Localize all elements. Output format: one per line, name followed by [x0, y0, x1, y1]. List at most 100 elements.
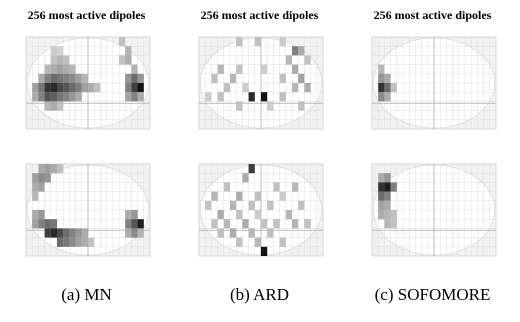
bottom-view-map — [0, 160, 173, 260]
dipole-cell — [131, 228, 138, 238]
dipole-cell — [242, 219, 249, 229]
dipole-map-svg — [25, 36, 151, 130]
dipole-cell — [384, 173, 391, 183]
dipole-cell — [69, 92, 76, 102]
dipole-cell — [81, 237, 88, 247]
dipole-cell — [285, 210, 292, 220]
top-view-map — [0, 33, 173, 133]
dipole-cell — [378, 210, 385, 220]
dipole-cell — [63, 83, 70, 93]
dipole-cell — [50, 101, 57, 111]
dipole-cell — [242, 83, 249, 93]
dipole-cell — [81, 83, 88, 93]
dipole-cell — [32, 191, 39, 201]
dipole-cell — [242, 173, 249, 183]
dipole-cell — [32, 219, 39, 229]
dipole-cell — [57, 228, 64, 238]
dipole-cell — [205, 92, 212, 102]
dipole-cell — [236, 37, 243, 47]
dipole-cell — [248, 92, 255, 102]
dipole-cell — [267, 228, 274, 238]
dipole-cell — [254, 37, 261, 47]
dipole-map-svg — [198, 163, 324, 257]
dipole-cell — [384, 191, 391, 201]
dipole-cell — [236, 64, 243, 74]
dipole-cell — [211, 219, 218, 229]
dipole-cell — [125, 55, 132, 65]
dipole-cell — [236, 210, 243, 220]
dipole-cell — [50, 55, 57, 65]
dipole-cell — [390, 219, 397, 229]
dipole-cell — [69, 237, 76, 247]
dipole-cell — [279, 73, 286, 83]
dipole-cell — [44, 92, 51, 102]
dipole-cell — [211, 191, 218, 201]
dipole-cell — [32, 92, 39, 102]
dipole-cell — [38, 73, 45, 83]
dipole-cell — [236, 101, 243, 111]
dipole-cell — [69, 73, 76, 83]
panel-caption: (b) ARD — [229, 285, 290, 304]
dipole-cell — [211, 73, 218, 83]
dipole-cell — [261, 64, 268, 74]
dipole-cell — [44, 83, 51, 93]
dipole-cell — [378, 173, 385, 183]
dipole-cell — [248, 200, 255, 210]
dipole-cell — [57, 237, 64, 247]
dipole-cell — [75, 83, 82, 93]
dipole-cell — [261, 246, 268, 256]
dipole-cell — [57, 83, 64, 93]
dipole-cell — [75, 73, 82, 83]
dipole-cell — [378, 83, 385, 93]
dipole-cell — [384, 92, 391, 102]
dipole-cell — [75, 228, 82, 238]
dipole-cell — [38, 83, 45, 93]
dipole-cell — [390, 83, 397, 93]
dipole-cell — [378, 200, 385, 210]
dipole-cell — [384, 219, 391, 229]
dipole-cell — [298, 46, 305, 56]
dipole-cell — [273, 219, 280, 229]
dipole-cell — [137, 92, 144, 102]
dipole-cell — [38, 92, 45, 102]
dipole-cell — [57, 64, 64, 74]
dipole-cell — [217, 210, 224, 220]
dipole-cell — [131, 219, 138, 229]
dipole-cell — [50, 64, 57, 74]
dipole-cell — [32, 83, 39, 93]
dipole-cell — [304, 219, 311, 229]
dipole-cell — [131, 83, 138, 93]
dipole-cell — [384, 200, 391, 210]
dipole-map-svg — [198, 36, 324, 130]
dipole-cell — [230, 73, 237, 83]
top-view-map — [173, 33, 346, 133]
dipole-cell — [223, 83, 230, 93]
dipole-cell — [223, 219, 230, 229]
dipole-cell — [273, 182, 280, 192]
dipole-cell — [248, 164, 255, 174]
dipole-cell — [131, 210, 138, 220]
dipole-cell — [81, 73, 88, 83]
dipole-cell — [298, 200, 305, 210]
dipole-cell — [378, 92, 385, 102]
dipole-cell — [292, 64, 299, 74]
dipole-cell — [230, 228, 237, 238]
panel-sofomore: 256 most active dipoles (c) SOFOMORE — [346, 0, 519, 322]
dipole-cell — [57, 164, 64, 174]
dipole-cell — [57, 73, 64, 83]
dipole-cell — [254, 237, 261, 247]
dipole-cell — [378, 191, 385, 201]
dipole-cell — [50, 228, 57, 238]
dipole-cell — [292, 83, 299, 93]
dipole-cell — [261, 219, 268, 229]
dipole-cell — [44, 64, 51, 74]
dipole-cell — [292, 219, 299, 229]
dipole-cell — [304, 83, 311, 93]
dipole-cell — [44, 73, 51, 83]
dipole-cell — [38, 219, 45, 229]
dipole-cell — [254, 210, 261, 220]
dipole-cell — [88, 237, 95, 247]
dipole-cell — [38, 173, 45, 183]
panel-title: 256 most active dipoles — [27, 8, 146, 22]
dipole-cell — [69, 64, 76, 74]
